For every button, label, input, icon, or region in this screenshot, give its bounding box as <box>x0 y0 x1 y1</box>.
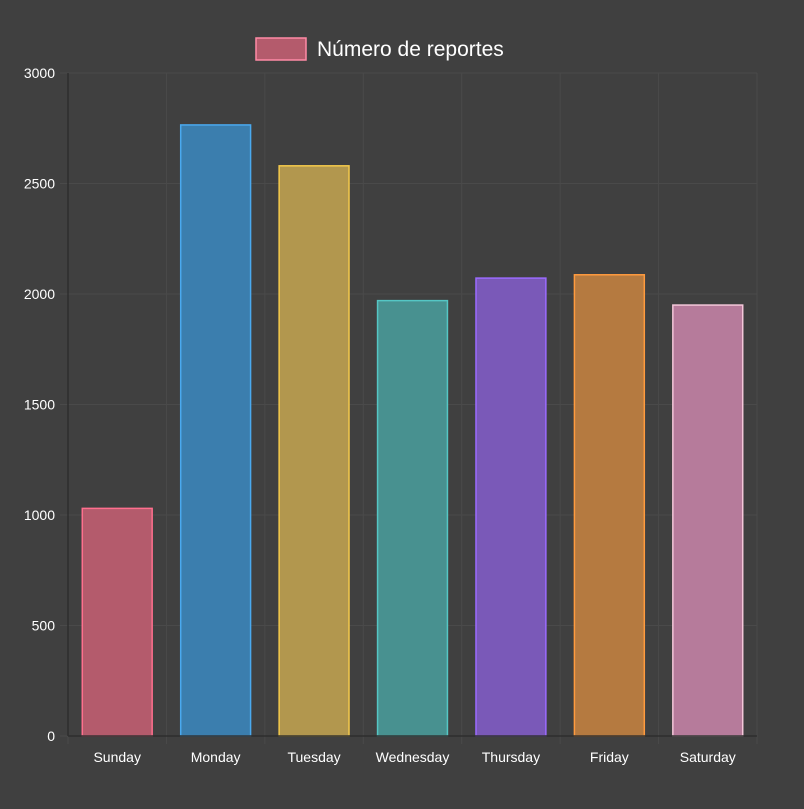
x-tick-label: Sunday <box>93 749 140 765</box>
bar-thursday[interactable] <box>475 277 547 737</box>
bar-tuesday[interactable] <box>278 165 350 737</box>
x-tick-label: Tuesday <box>287 749 340 765</box>
bar-sunday[interactable] <box>81 507 153 737</box>
x-tick-label: Wednesday <box>376 749 450 765</box>
y-tick-label: 500 <box>32 618 56 634</box>
legend[interactable]: Número de reportes <box>255 37 504 61</box>
grid-layer <box>60 72 758 744</box>
x-tick-label: Monday <box>191 749 241 765</box>
x-tick-label: Saturday <box>680 749 736 765</box>
y-tick-label: 3000 <box>24 65 55 81</box>
legend-swatch[interactable] <box>255 37 307 61</box>
x-tick-label: Thursday <box>482 749 540 765</box>
bar-layer <box>81 124 744 737</box>
bar-wednesday[interactable] <box>376 299 449 737</box>
bar-friday[interactable] <box>573 274 646 737</box>
bar-saturday[interactable] <box>672 304 744 737</box>
legend-label[interactable]: Número de reportes <box>317 38 504 61</box>
y-tick-label: 2500 <box>24 176 55 192</box>
y-tick-label: 2000 <box>24 286 55 302</box>
y-tick-label: 1000 <box>24 507 55 523</box>
y-tick-label: 1500 <box>24 397 55 413</box>
y-tick-label: 0 <box>47 728 55 744</box>
x-tick-label: Friday <box>590 749 629 765</box>
bar-monday[interactable] <box>179 124 252 737</box>
axis-layer: 0 500 1000 1500 2000 2500 3000 Sunday Monday Tues… <box>24 65 757 765</box>
